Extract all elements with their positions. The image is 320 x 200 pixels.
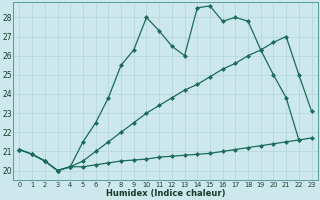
X-axis label: Humidex (Indice chaleur): Humidex (Indice chaleur) bbox=[106, 189, 225, 198]
